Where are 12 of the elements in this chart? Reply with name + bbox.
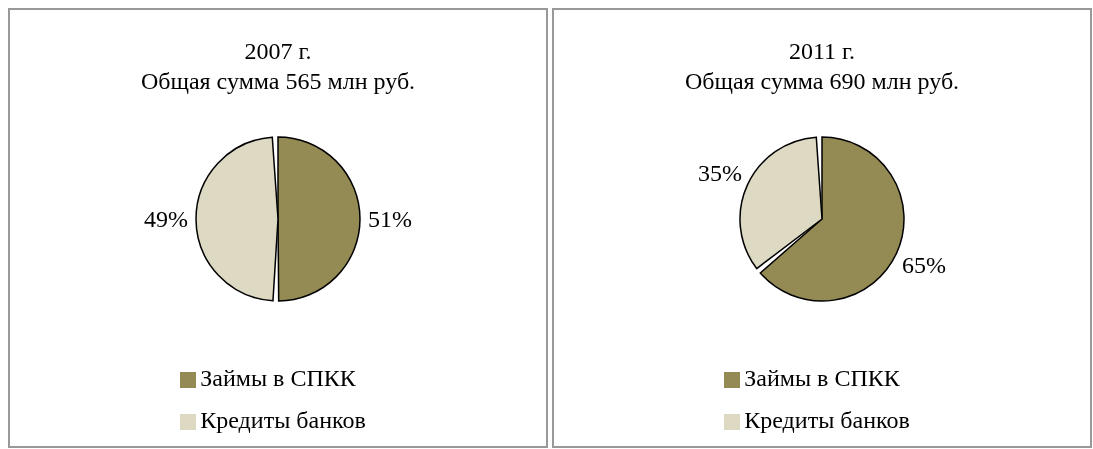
chart-title: 2011 г.: [787, 37, 857, 66]
data-label: 51%: [368, 205, 412, 232]
chart-subtitle: Общая сумма 690 млн руб.: [683, 67, 961, 96]
chart-title: 2007 г.: [243, 37, 313, 66]
legend-label: Займы в СПКК: [744, 365, 900, 391]
data-label: 35%: [698, 159, 742, 186]
legend-label: Кредиты банков: [744, 407, 910, 433]
data-label: 65%: [902, 252, 946, 279]
legend-label: Кредиты банков: [200, 407, 366, 433]
chart-subtitle: Общая сумма 565 млн руб.: [139, 67, 417, 96]
legend-label: Займы в СПКК: [200, 365, 356, 391]
data-label: 49%: [144, 206, 188, 233]
